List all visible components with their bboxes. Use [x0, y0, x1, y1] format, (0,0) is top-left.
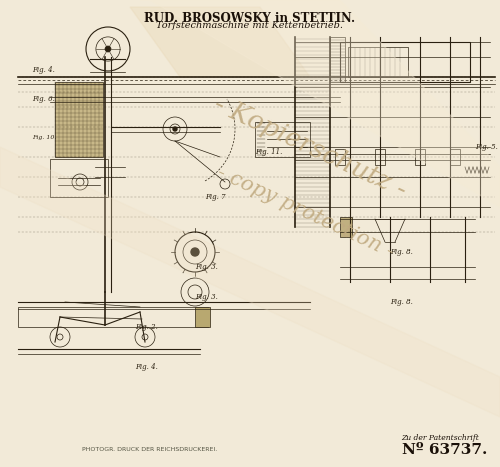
Polygon shape: [0, 147, 500, 417]
Text: Fig. 7: Fig. 7: [205, 193, 226, 201]
Text: Fig. 6.: Fig. 6.: [32, 95, 55, 103]
Text: Nº 63737.: Nº 63737.: [402, 443, 488, 457]
Circle shape: [105, 46, 111, 52]
Bar: [340, 217, 352, 237]
Text: Fig. 10.: Fig. 10.: [32, 134, 56, 140]
Bar: [335, 149, 345, 165]
Text: Zu der Patentschrift: Zu der Patentschrift: [401, 434, 479, 442]
Bar: [18, 307, 208, 327]
Text: - Kopierschutz -: - Kopierschutz -: [210, 92, 410, 203]
Bar: [255, 122, 310, 157]
Text: PHOTOGR. DRUCK DER REICHSDRUCKEREI.: PHOTOGR. DRUCK DER REICHSDRUCKEREI.: [82, 447, 218, 452]
Bar: [55, 82, 103, 157]
Text: Torfstechmaschine mit Kettenbetrieb.: Torfstechmaschine mit Kettenbetrieb.: [156, 21, 344, 30]
Circle shape: [191, 248, 199, 256]
Bar: [348, 47, 408, 77]
Bar: [50, 159, 108, 197]
Text: Fig. 2.: Fig. 2.: [135, 323, 158, 331]
Circle shape: [173, 127, 177, 131]
Bar: [415, 149, 425, 165]
Text: Fig. 3.: Fig. 3.: [195, 263, 218, 271]
Bar: [195, 307, 210, 327]
Text: RUD. BROSOWSKY in STETTIN.: RUD. BROSOWSKY in STETTIN.: [144, 12, 356, 25]
Text: Fig. 4.: Fig. 4.: [135, 363, 158, 371]
Text: Fig. 8.: Fig. 8.: [390, 298, 413, 306]
Polygon shape: [130, 7, 310, 77]
Text: Fig. 5.: Fig. 5.: [475, 143, 498, 151]
Bar: [340, 42, 470, 82]
Text: Fig. 8.: Fig. 8.: [390, 248, 413, 256]
Bar: [330, 37, 345, 82]
Text: - copy protection -: - copy protection -: [214, 163, 396, 262]
Bar: [450, 149, 460, 165]
Polygon shape: [140, 0, 500, 207]
Text: Fig. 4.: Fig. 4.: [32, 66, 55, 74]
Text: Fig. 11.: Fig. 11.: [255, 148, 282, 156]
Bar: [375, 149, 385, 165]
Text: Fig. 3.: Fig. 3.: [195, 293, 218, 301]
